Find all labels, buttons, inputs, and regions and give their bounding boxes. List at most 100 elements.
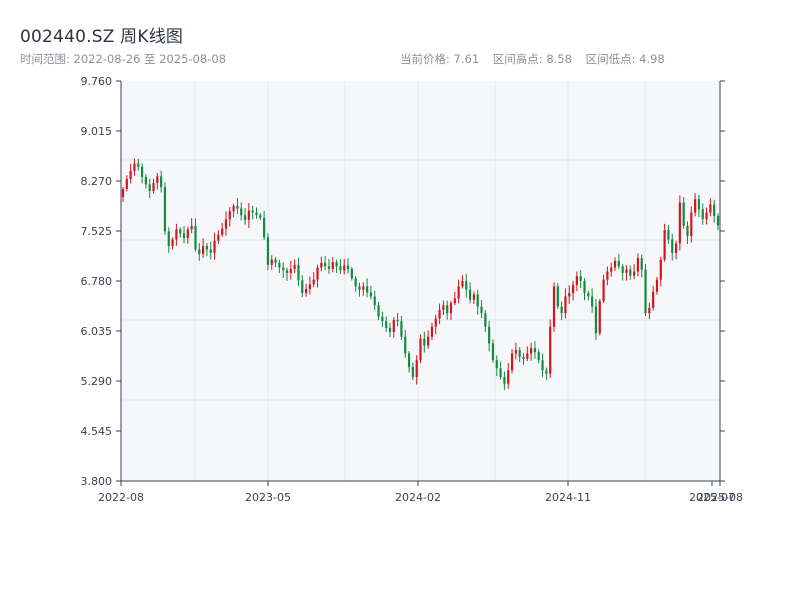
time-range-label: 时间范围: bbox=[20, 52, 70, 66]
time-range-end: 2025-08-08 bbox=[159, 52, 227, 66]
candle-body bbox=[278, 262, 281, 268]
candle-body bbox=[549, 326, 552, 374]
candle-body bbox=[522, 356, 525, 359]
candle-body bbox=[175, 229, 178, 240]
plot-area bbox=[121, 81, 720, 481]
candle-body bbox=[312, 279, 315, 285]
candle-body bbox=[533, 348, 537, 353]
candle-body bbox=[579, 276, 582, 281]
candle-body bbox=[171, 239, 174, 247]
candle-body bbox=[545, 370, 548, 374]
candle-body bbox=[419, 338, 422, 361]
candle-body bbox=[621, 266, 624, 273]
candle-body bbox=[613, 260, 617, 268]
candle-body bbox=[266, 237, 270, 265]
candle-body bbox=[713, 204, 716, 216]
candle-body bbox=[282, 267, 285, 271]
candle-body bbox=[324, 262, 327, 267]
candle-body bbox=[270, 259, 273, 265]
candle-body bbox=[636, 258, 640, 272]
candle-body bbox=[686, 225, 689, 237]
candle-body bbox=[186, 229, 189, 239]
candle-body bbox=[678, 202, 681, 244]
y-tick-label: 9.760 bbox=[81, 75, 113, 88]
range-low-label: 区间低点: bbox=[585, 52, 636, 66]
candle-body bbox=[121, 189, 125, 198]
candle-body bbox=[556, 286, 559, 307]
candle-body bbox=[674, 243, 678, 253]
candle-body bbox=[232, 205, 235, 212]
candle-body bbox=[160, 176, 163, 188]
candle-body bbox=[423, 338, 426, 346]
candle-body bbox=[697, 199, 701, 210]
candle-body bbox=[152, 183, 155, 192]
y-tick-label: 7.525 bbox=[81, 225, 113, 238]
candle-body bbox=[140, 166, 144, 177]
candle-body bbox=[476, 294, 479, 307]
candle-body bbox=[453, 298, 456, 304]
candle-body bbox=[251, 210, 254, 213]
candle-body bbox=[156, 176, 159, 184]
y-tick-label: 6.780 bbox=[81, 275, 113, 288]
candle-body bbox=[587, 293, 590, 297]
candle-body bbox=[358, 286, 361, 290]
y-tick-label: 6.035 bbox=[81, 325, 113, 338]
candle-body bbox=[663, 229, 666, 260]
candle-body bbox=[201, 246, 205, 255]
y-tick-label: 4.545 bbox=[81, 425, 113, 438]
candle-body bbox=[148, 184, 151, 192]
candle-body bbox=[575, 276, 578, 286]
candle-body bbox=[228, 211, 231, 220]
x-tick-label: 2024-11 bbox=[545, 491, 591, 504]
x-tick-label: 2025-07 bbox=[689, 491, 735, 504]
candle-body bbox=[404, 336, 407, 354]
candle-body bbox=[308, 284, 311, 290]
candle-body bbox=[259, 215, 262, 218]
candles bbox=[121, 158, 720, 391]
candle-body bbox=[289, 268, 292, 273]
candle-body bbox=[716, 215, 720, 226]
candle-body bbox=[182, 233, 186, 239]
candle-body bbox=[682, 202, 685, 226]
candle-body bbox=[514, 350, 517, 354]
candle-body bbox=[705, 212, 708, 220]
candle-body bbox=[335, 262, 338, 267]
candle-body bbox=[625, 269, 628, 273]
candle-body bbox=[198, 249, 201, 255]
candle-body bbox=[190, 225, 193, 230]
page-title: 002440.SZ 周K线图 bbox=[20, 27, 184, 47]
x-tick-label: 2024-02 bbox=[395, 491, 441, 504]
candle-body bbox=[320, 262, 323, 268]
candle-body bbox=[285, 270, 289, 273]
candle-body bbox=[240, 208, 243, 216]
candle-body bbox=[606, 271, 609, 280]
candle-body bbox=[552, 286, 556, 327]
candle-body bbox=[381, 316, 384, 322]
candle-body bbox=[415, 360, 418, 377]
candle-body bbox=[652, 291, 655, 308]
candle-body bbox=[701, 209, 704, 220]
candle-body bbox=[434, 318, 437, 327]
candle-body bbox=[343, 265, 346, 271]
candle-body bbox=[125, 178, 128, 190]
range-high-label: 区间高点: bbox=[492, 52, 543, 66]
candle-body bbox=[629, 269, 632, 276]
candle-body bbox=[331, 262, 334, 269]
candle-body bbox=[430, 326, 434, 337]
candle-body bbox=[568, 293, 571, 297]
candle-body bbox=[247, 210, 250, 220]
x-tick-label: 2023-05 bbox=[245, 491, 291, 504]
candle-body bbox=[327, 266, 331, 269]
candle-body bbox=[194, 225, 197, 250]
candle-body bbox=[350, 268, 353, 279]
candle-body bbox=[369, 292, 373, 297]
candle-body bbox=[388, 327, 392, 333]
candle-body bbox=[694, 199, 697, 213]
candle-body bbox=[400, 321, 403, 337]
candle-body bbox=[137, 163, 140, 167]
candle-body bbox=[442, 305, 445, 310]
current-price-label: 当前价格: bbox=[400, 52, 450, 66]
candle-body bbox=[510, 353, 514, 371]
candle-body bbox=[602, 279, 605, 302]
grid bbox=[121, 81, 720, 481]
